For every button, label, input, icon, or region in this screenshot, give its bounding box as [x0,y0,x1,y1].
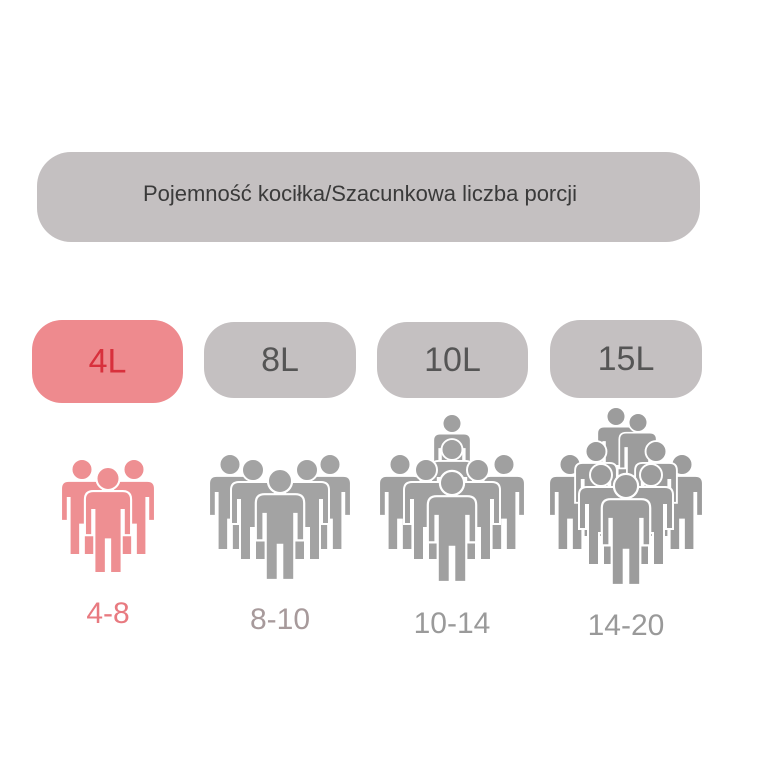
size-label: 15L [598,340,655,378]
person-head [441,413,463,434]
size-button [32,320,183,403]
size-button [377,322,528,398]
person [426,469,478,584]
size-label: 4L [89,342,127,380]
size-label: 8L [261,341,299,379]
people-icon [60,458,156,575]
person-head [266,467,294,495]
servings-label: 4-8 [86,597,129,630]
header-title: Pojemność kociłka/Szacunkowa liczba porc… [143,181,577,206]
servings-label: 10-14 [414,607,491,640]
person [600,472,652,587]
person [254,467,306,582]
person [83,465,133,575]
person-head [318,453,342,476]
person-body [83,490,133,575]
person-head [438,469,466,497]
people-icon [378,413,526,584]
size-label: 10L [424,341,481,379]
person-head [627,412,649,433]
header-pill [37,152,700,242]
servings-label: 8-10 [250,603,310,636]
person-head [584,440,608,463]
person-head [492,453,516,476]
people-icon [548,406,704,587]
person-head [466,458,490,482]
person-body [600,498,652,587]
size-button [204,322,356,398]
person-head [644,440,668,463]
size-button [550,320,702,398]
person-head [70,458,94,481]
person-head [95,465,121,492]
person-head [388,453,412,476]
person-head [122,458,146,481]
person-head [589,463,613,487]
person-head [612,472,640,500]
person-head [218,453,242,476]
person-head [414,458,438,482]
person-head [605,406,627,427]
person-head [295,458,319,482]
person-body [254,493,306,582]
people-icon [208,453,352,582]
person-head [440,438,464,461]
servings-label: 14-20 [588,609,665,642]
person-head [241,458,265,482]
person-head [639,463,663,487]
person-body [426,495,478,584]
